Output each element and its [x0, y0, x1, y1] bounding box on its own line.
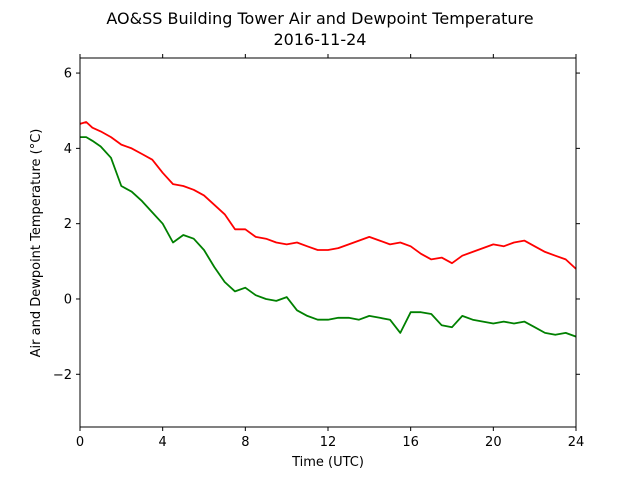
y-tick-label: 4	[64, 142, 72, 157]
chart-title: AO&SS Building Tower Air and Dewpoint Te…	[106, 9, 533, 28]
y-axis-label: Air and Dewpoint Temperature (°C)	[29, 129, 44, 358]
y-tick-label: 2	[64, 217, 72, 232]
y-tick-label: −2	[53, 368, 72, 383]
chart-subtitle: 2016-11-24	[274, 30, 367, 49]
series-layer	[79, 121, 577, 338]
y-tick-label: 0	[64, 292, 72, 307]
y-tick-label: 6	[64, 67, 72, 82]
x-tick-label: 12	[320, 435, 337, 450]
x-tick-label: 16	[402, 435, 419, 450]
x-tick-label: 0	[76, 435, 84, 450]
x-axis-label: Time (UTC)	[291, 455, 364, 470]
x-tick-label: 24	[568, 435, 585, 450]
x-tick-label: 8	[241, 435, 249, 450]
plot-area-frame	[79, 57, 577, 428]
series-line-1	[79, 121, 577, 270]
series-line-2	[80, 136, 577, 338]
x-tick-label: 20	[485, 435, 502, 450]
x-tick-label: 4	[159, 435, 167, 450]
